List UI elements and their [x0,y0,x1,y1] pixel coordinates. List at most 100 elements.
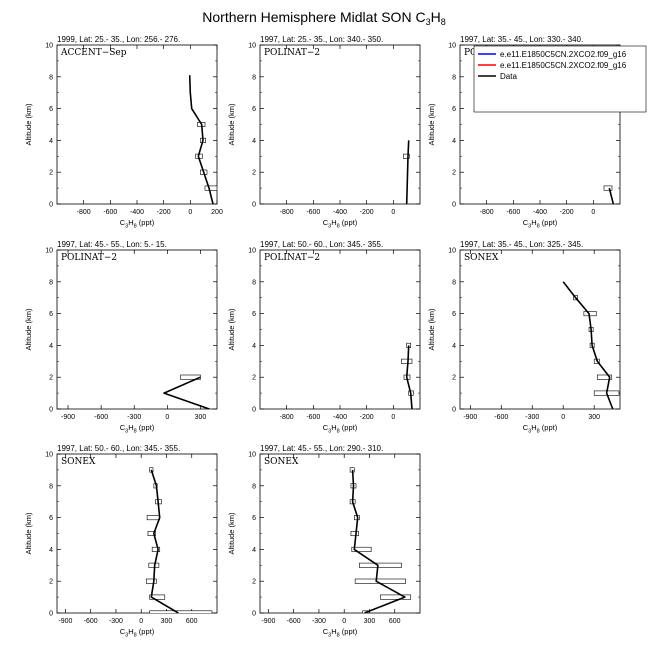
y-tick-label: 4 [252,138,256,145]
campaign-label: ACCENT−Sep [60,48,127,58]
y-tick-label: 10 [448,248,456,255]
campaign-label: SONEX [61,457,96,467]
y-tick-label: 0 [452,202,456,209]
x-tick-label: -300 [127,414,141,421]
x-tick-label: 0 [188,209,192,216]
plot-frame [259,453,421,614]
y-tick-label: 2 [452,375,456,382]
x-tick-label: -400 [333,209,347,216]
y-tick-label: 2 [49,375,53,382]
legend-label: e.e11.E1850C5CN.2XCO2.f09_g16 [500,61,627,70]
y-tick-label: 10 [45,43,53,50]
data-series-line [608,187,615,204]
x-tick-label: -200 [360,414,374,421]
y-tick-label: 10 [248,452,256,459]
y-tick-label: 10 [45,452,53,459]
x-tick-label: 600 [389,618,401,625]
x-tick-label: -400 [333,414,347,421]
panel-4: 1997, Lat: 45.- 55., Lon: 5.- 15. POLINAT… [24,240,218,435]
x-tick-label: 300 [364,618,376,625]
data-layer [163,374,210,409]
y-axis-label: Altitude (km) [227,512,236,555]
y-tick-label: 2 [252,375,256,382]
y-tick-label: 10 [45,248,53,255]
campaign-label: SONEX [264,457,299,467]
y-tick-label: 0 [49,611,53,618]
data-range-box [147,530,156,536]
x-tick-label: -900 [261,618,275,625]
y-axis-label: Altitude (km) [24,512,33,555]
plot-frame [56,249,218,410]
y-tick-label: 6 [49,106,53,113]
panel-title: 1997, Lat: 45.- 55., Lon: 5.- 15. [57,240,167,249]
x-tick-label: -600 [103,209,117,216]
data-range-box [359,562,402,568]
y-tick-label: 2 [49,579,53,586]
x-axis-label: C3H8 (ppt) [323,218,358,230]
x-tick-label: 0 [139,618,143,625]
x-axis-label: C3H8 (ppt) [523,423,558,435]
y-tick-label: 0 [252,407,256,414]
y-axis-label: Altitude (km) [24,103,33,146]
y-axis-label: Altitude (km) [24,308,33,351]
y-tick-label: 6 [252,311,256,318]
panel-8: 1997, Lat: 45.- 55., Lon: 290.- 310. SONE… [227,444,421,639]
data-series-line [351,469,406,613]
y-tick-label: 6 [452,311,456,318]
panel-title: 1997, Lat: 35.- 45., Lon: 330.- 340. [460,35,583,44]
data-range-box [350,530,359,536]
legend-label: Data [500,72,517,81]
x-tick-label: -200 [360,209,374,216]
y-axis-label: Altitude (km) [227,308,236,351]
data-series-line [150,469,179,613]
x-tick-label: -600 [306,209,320,216]
data-range-box [401,358,413,364]
data-range-box [583,311,597,317]
x-tick-label: 0 [342,618,346,625]
x-axis-label: C3H8 (ppt) [323,423,358,435]
x-tick-label: -600 [506,209,520,216]
x-tick-label: -800 [280,414,294,421]
data-layer [562,281,620,409]
y-tick-label: 4 [452,138,456,145]
y-tick-label: 4 [49,343,53,350]
data-series-line [562,281,614,409]
x-tick-label: 600 [186,618,198,625]
x-tick-label: -200 [157,209,171,216]
data-series-line [188,75,214,204]
data-layer [145,467,213,613]
data-range-box [204,185,217,191]
y-tick-label: 2 [49,170,53,177]
data-range-box [380,594,412,600]
data-range-box [151,546,161,552]
y-tick-label: 6 [49,515,53,522]
y-tick-label: 0 [49,407,53,414]
y-tick-label: 8 [49,279,53,286]
y-tick-label: 4 [49,138,53,145]
legend-label: e.e11.E1850C5CN.2XCO2.f09_g16 [500,50,627,59]
x-tick-label: -300 [109,618,123,625]
y-tick-label: 10 [248,248,256,255]
data-range-box [145,578,157,584]
x-tick-label: 0 [591,209,595,216]
data-layer [403,140,410,204]
x-tick-label: 0 [391,209,395,216]
y-tick-label: 4 [252,547,256,554]
x-axis-label: C3H8 (ppt) [120,627,155,639]
x-tick-label: -800 [480,209,494,216]
x-tick-label: -800 [77,209,91,216]
panel-title: 1997, Lat: 25.- 35., Lon: 340.- 350. [260,35,383,44]
y-tick-label: 8 [49,483,53,490]
panel-1: 1999, Lat: 25.- 35., Lon: 256.- 276. ACCE… [24,35,223,230]
x-tick-label: -600 [94,414,108,421]
plot-frame [259,249,421,410]
data-series-line [405,345,413,409]
campaign-label: POLINAT−2 [264,48,320,58]
panel-title: 1999, Lat: 25.- 35., Lon: 256.- 276. [57,35,180,44]
x-axis-label: C3H8 (ppt) [120,423,155,435]
x-tick-label: -900 [463,414,477,421]
x-tick-label: 300 [588,414,600,421]
x-tick-label: -400 [130,209,144,216]
panel-5: 1997, Lat: 50.- 60., Lon: 345.- 355. POLI… [227,240,421,435]
